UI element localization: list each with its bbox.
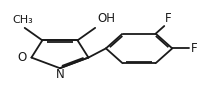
Text: N: N: [56, 68, 64, 81]
Text: F: F: [190, 42, 197, 55]
Text: O: O: [17, 50, 26, 63]
Text: CH₃: CH₃: [12, 15, 33, 25]
Text: F: F: [165, 12, 172, 25]
Text: OH: OH: [97, 12, 115, 25]
